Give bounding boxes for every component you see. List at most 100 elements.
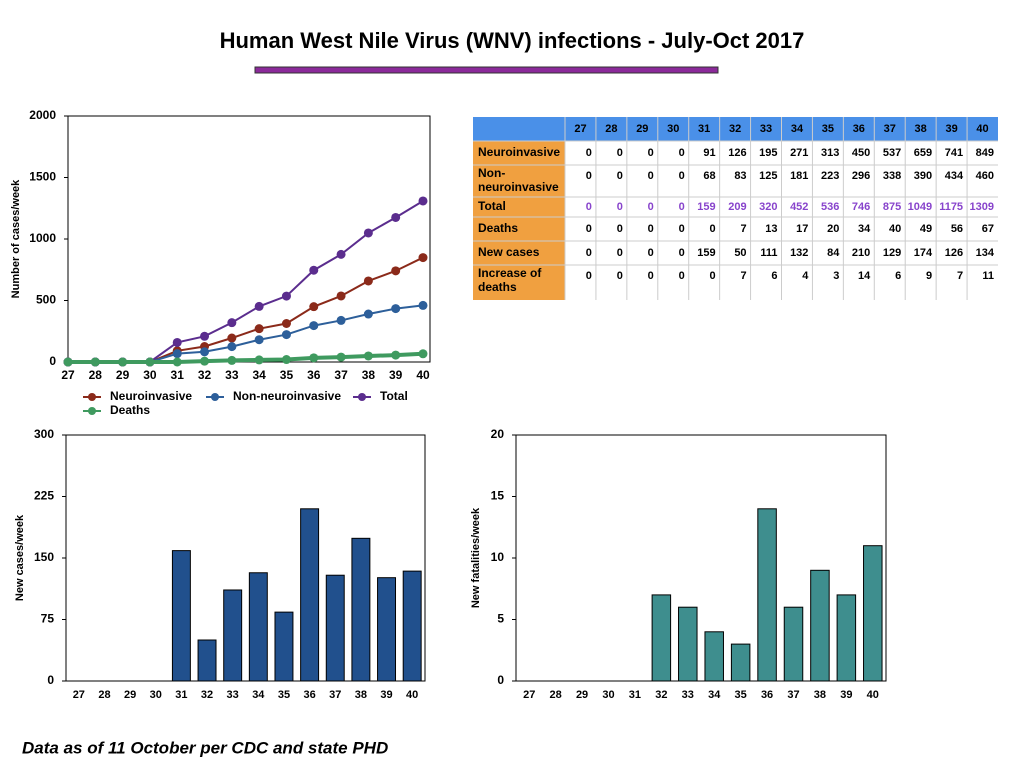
bar (223, 589, 243, 682)
table-cell: 0 (586, 270, 592, 282)
table-cell: 174 (914, 247, 933, 259)
title-underline (254, 66, 719, 74)
series-marker (90, 357, 100, 367)
table-cell: 17 (796, 223, 808, 235)
bar (171, 550, 191, 682)
bar (377, 577, 397, 682)
y-tick-label: 0 (497, 673, 504, 687)
table-cell: 0 (679, 270, 685, 282)
series-marker (254, 301, 264, 311)
table-row-label: Deaths (478, 221, 518, 235)
table-cell: 0 (648, 147, 654, 159)
bar (810, 569, 830, 682)
x-tick-label: 30 (150, 689, 162, 701)
series-marker (281, 355, 291, 365)
x-tick-label: 36 (303, 689, 315, 701)
table-cell: 6 (771, 270, 777, 282)
x-tick-label: 35 (278, 689, 290, 701)
x-tick-label: 37 (334, 368, 348, 382)
y-tick-label: 5 (497, 612, 504, 626)
bar (863, 545, 883, 682)
table-cell: 746 (852, 201, 870, 213)
bar (704, 631, 724, 682)
series-marker (172, 357, 182, 367)
table-cell: 0 (679, 147, 685, 159)
table-cell: 338 (883, 170, 901, 182)
table-cell: 210 (852, 247, 870, 259)
table-cell: 0 (586, 170, 592, 182)
series-marker (363, 228, 373, 238)
table-cell: 134 (976, 247, 995, 259)
bar (325, 574, 345, 682)
table-cell: 0 (679, 223, 685, 235)
x-tick-label: 33 (225, 368, 239, 382)
table-cell: 313 (821, 147, 839, 159)
table-cell: 0 (586, 223, 592, 235)
table-cell: 849 (976, 147, 994, 159)
x-tick-label: 27 (61, 368, 75, 382)
x-tick-label: 28 (89, 368, 103, 382)
x-tick-label: 36 (307, 368, 321, 382)
table-cell: 3 (833, 270, 839, 282)
table-cell: 452 (790, 201, 808, 213)
y-axis-label: Number of cases/week (10, 179, 22, 298)
x-tick-label: 27 (523, 689, 535, 701)
table-cell: 320 (759, 201, 777, 213)
table-cell: 875 (883, 201, 901, 213)
plot-frame (65, 434, 426, 682)
table-header-cell: 28 (605, 123, 617, 135)
series-marker (391, 304, 401, 314)
y-tick-label: 1500 (29, 170, 56, 184)
table-cell: 0 (586, 201, 592, 213)
plot-frame (515, 434, 887, 682)
x-tick-label: 34 (252, 368, 266, 382)
x-tick-label: 31 (175, 689, 187, 701)
series-marker (227, 355, 237, 365)
x-tick-label: 35 (735, 689, 747, 701)
series-marker (309, 321, 319, 331)
series-marker (281, 330, 291, 340)
y-axis-label: New fatalities/week (470, 507, 482, 608)
x-tick-label: 31 (629, 689, 641, 701)
table-cell: 159 (697, 247, 715, 259)
x-tick-label: 31 (171, 368, 185, 382)
series-marker (391, 212, 401, 222)
legend-label: Neuroinvasive (110, 389, 192, 403)
table-cell: 9 (926, 270, 932, 282)
table-cell: 209 (728, 201, 746, 213)
x-tick-label: 30 (602, 689, 614, 701)
series-marker (336, 352, 346, 362)
table-header-cell: 33 (760, 123, 772, 135)
x-tick-label: 40 (406, 689, 418, 701)
table-cell: 40 (889, 223, 901, 235)
table-cell: 7 (740, 270, 746, 282)
series-marker (309, 302, 319, 312)
table-cell: 11 (982, 270, 994, 282)
y-tick-label: 75 (41, 612, 55, 626)
series-marker (254, 335, 264, 345)
x-tick-label: 30 (143, 368, 157, 382)
table-cell: 126 (945, 247, 963, 259)
table-cell: 6 (895, 270, 901, 282)
y-tick-label: 0 (49, 354, 56, 368)
table-cell: 741 (945, 147, 963, 159)
series-marker (200, 347, 210, 357)
bar (678, 606, 698, 682)
table-cell: 0 (617, 223, 623, 235)
table-cell: 34 (858, 223, 871, 235)
table-cell: 7 (740, 223, 746, 235)
table-cell: 13 (765, 223, 777, 235)
table-cell: 0 (648, 201, 654, 213)
series-marker (336, 249, 346, 259)
table-cell: 14 (858, 270, 871, 282)
table-label-bg (473, 141, 565, 300)
table-row-label: Total (478, 199, 506, 213)
table-cell: 132 (790, 247, 808, 259)
series-marker (227, 342, 237, 352)
series-marker (63, 357, 73, 367)
y-tick-label: 2000 (29, 108, 56, 122)
x-tick-label: 38 (355, 689, 367, 701)
table-cell: 0 (586, 247, 592, 259)
table-cell: 20 (827, 223, 839, 235)
